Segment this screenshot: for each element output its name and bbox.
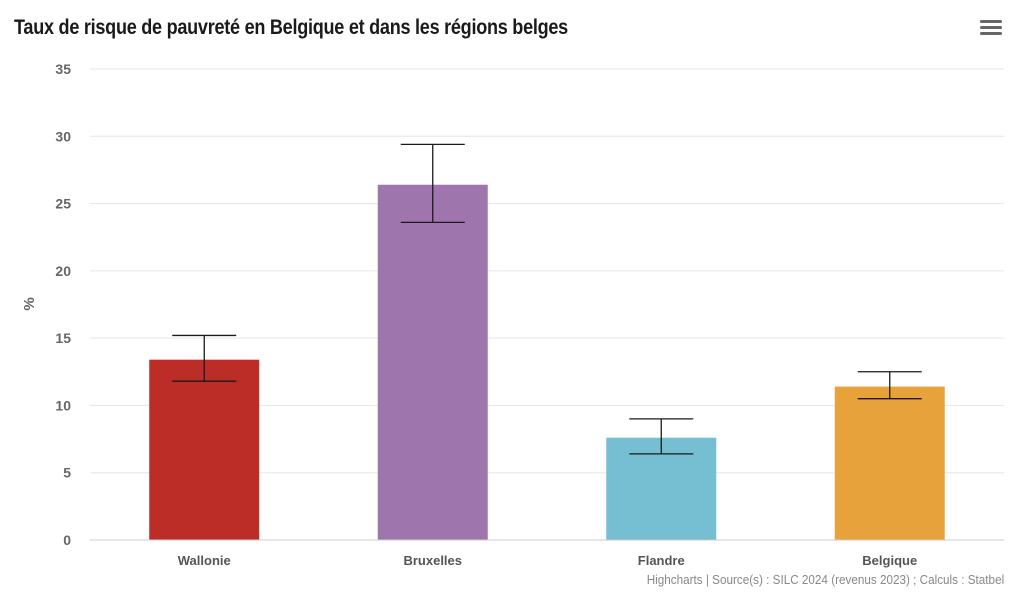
error-bar-belgique	[857, 371, 922, 400]
x-tick-label: Wallonie	[178, 553, 231, 568]
y-axis-label: %	[21, 297, 38, 310]
chart-credits: Highcharts | Source(s) : SILC 2024 (reve…	[646, 572, 1004, 587]
bar-belgique[interactable]	[834, 386, 945, 540]
x-tick-label: Flandre	[638, 553, 685, 568]
y-axis-ticks: 0 5 10 15 20 25 30 35	[55, 61, 71, 548]
y-tick-label: 20	[55, 263, 71, 279]
error-bar-wallonie	[172, 334, 237, 382]
bars	[149, 184, 945, 540]
error-bar-flandre	[629, 418, 694, 455]
y-tick-label: 10	[55, 397, 71, 413]
hamburger-menu-icon[interactable]	[980, 20, 1002, 38]
bar-wallonie[interactable]	[149, 359, 260, 540]
y-tick-label: 35	[55, 61, 71, 77]
y-tick-label: 5	[63, 465, 71, 481]
y-tick-label: 0	[63, 532, 71, 548]
y-tick-label: 25	[55, 196, 71, 212]
error-bar-bruxelles	[400, 143, 465, 224]
x-axis-labels: Wallonie Bruxelles Flandre Belgique	[178, 553, 917, 568]
y-tick-label: 30	[55, 128, 71, 144]
x-tick-label: Bruxelles	[403, 553, 462, 568]
y-tick-label: 15	[55, 330, 71, 346]
bar-flandre[interactable]	[606, 437, 717, 540]
x-tick-label: Belgique	[862, 553, 917, 568]
error-bars	[172, 143, 922, 455]
bar-bruxelles[interactable]	[377, 184, 488, 540]
chart-title: Taux de risque de pauvreté en Belgique e…	[14, 16, 568, 39]
